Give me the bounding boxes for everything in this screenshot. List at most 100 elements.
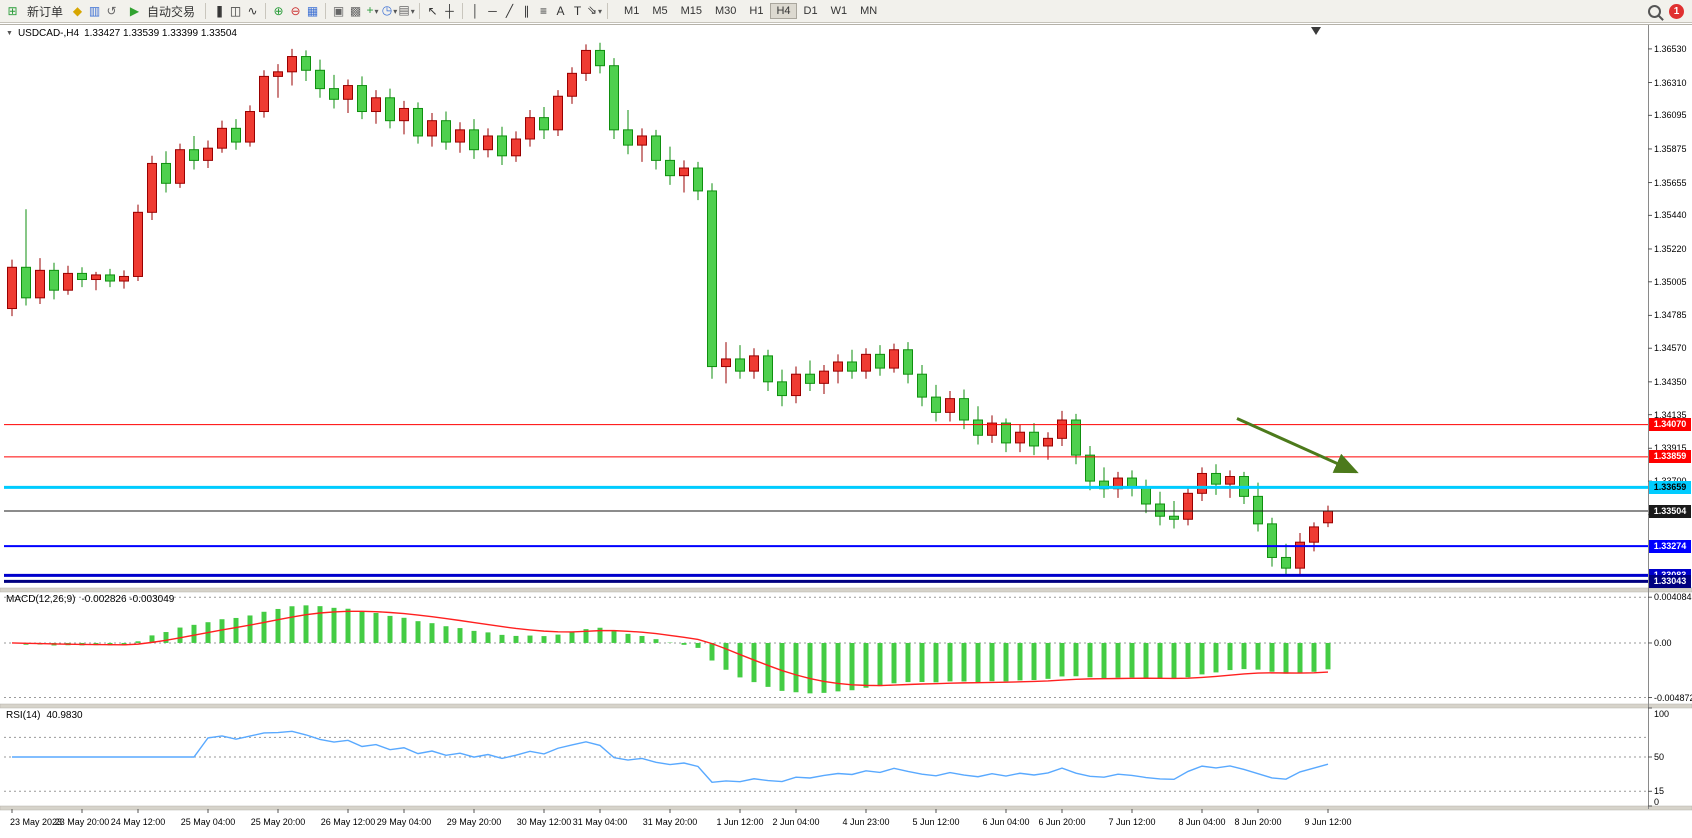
candle-body <box>427 120 437 137</box>
candle-body <box>63 272 73 291</box>
candle-body <box>329 88 339 100</box>
candle-body <box>301 56 311 71</box>
autotrading-button[interactable]: ▶ 自动交易 <box>120 0 201 22</box>
timeframe-button-m15[interactable]: M15 <box>680 5 702 17</box>
candle-body <box>889 349 899 369</box>
candle-body <box>805 373 815 384</box>
candle-body <box>1085 454 1095 482</box>
chart-shift-marker[interactable] <box>1311 27 1321 35</box>
panel-separator[interactable] <box>0 587 1692 593</box>
timeframe-button-m5[interactable]: M5 <box>652 5 668 17</box>
candle-body <box>77 272 87 281</box>
refresh-icon[interactable]: ↺ <box>106 4 117 18</box>
zoom-out-icon[interactable]: ⊖ <box>290 4 301 18</box>
tile-windows-icon[interactable]: ▦ <box>306 4 319 18</box>
candle-body <box>1015 431 1025 444</box>
bar-chart-icon[interactable]: ||| <box>216 4 222 18</box>
periods-icon[interactable]: ◷▾ <box>381 3 398 17</box>
autotrading-label: 自动交易 <box>147 4 196 19</box>
candle-body <box>343 85 353 100</box>
text-tool-icon[interactable]: A <box>556 4 565 18</box>
macd-histogram-layer <box>23 605 1331 694</box>
timeframe-button-w1[interactable]: W1 <box>830 5 848 17</box>
candle-body <box>637 135 647 146</box>
candle-body <box>819 370 829 384</box>
horizontal-line-tool-icon[interactable]: ─ <box>488 4 497 18</box>
candle-body <box>119 275 129 282</box>
candle-body <box>385 97 395 122</box>
candle-body <box>1127 477 1137 488</box>
candle-body <box>1211 472 1221 485</box>
search-icon[interactable] <box>1648 4 1661 18</box>
candle-body <box>315 69 325 90</box>
timeframe-button-m1[interactable]: M1 <box>624 5 640 17</box>
autotrading-play-icon: ▶ <box>129 4 140 18</box>
timeframe-button-d1[interactable]: D1 <box>803 5 818 17</box>
trendline-tool-icon[interactable]: ╱ <box>505 4 514 18</box>
horizontal-lines-layer <box>4 424 1648 583</box>
candle-body <box>903 349 913 375</box>
candle-body <box>1141 486 1151 505</box>
candle-body <box>497 135 507 157</box>
arrange-windows-icon[interactable]: ▣ <box>332 4 345 18</box>
candle-body <box>1267 523 1277 558</box>
candle-body <box>595 49 605 67</box>
candle-body <box>581 49 591 74</box>
trend-arrow-annotation[interactable] <box>1236 417 1359 474</box>
candle-body <box>21 266 31 299</box>
candle-body <box>7 266 17 310</box>
candle-body <box>189 149 199 161</box>
zoom-in-icon[interactable]: ⊕ <box>273 4 284 18</box>
candles-layer <box>7 42 1333 576</box>
candle-body <box>441 120 451 143</box>
cursor-icon[interactable]: ↖ <box>427 4 438 18</box>
candle-body <box>525 117 535 140</box>
text-label-tool-icon[interactable]: T <box>573 4 582 18</box>
candle-body <box>749 355 759 372</box>
toolbar-right-group: 1 <box>1648 3 1688 19</box>
candle-body <box>875 353 885 369</box>
timeframe-button-h4[interactable]: H4 <box>770 3 797 19</box>
candle-body <box>161 162 171 184</box>
candle-body <box>371 97 381 113</box>
timeframe-button-mn[interactable]: MN <box>860 5 878 17</box>
shapes-tool-icon[interactable]: ⇘▾ <box>586 3 603 17</box>
rsi-label-text: RSI(14) <box>6 710 41 721</box>
candle-body <box>273 71 283 77</box>
candle-body <box>917 373 927 398</box>
candle-body <box>413 107 423 137</box>
chart-ohlc-values: 1.33427 1.33539 1.33399 1.33504 <box>84 28 237 39</box>
candle-body <box>1253 495 1263 525</box>
templates-icon[interactable]: ▤▾ <box>398 3 415 17</box>
timeframe-button-h1[interactable]: H1 <box>749 5 764 17</box>
candle-body <box>133 211 143 277</box>
line-chart-icon[interactable]: ∿ <box>247 4 258 18</box>
market-watch-icon[interactable]: ◆ <box>72 4 83 18</box>
vertical-line-tool-icon[interactable]: │ <box>471 4 480 18</box>
new-order-icon[interactable]: ⊞ <box>7 4 18 18</box>
candle-body <box>987 422 997 436</box>
fibonacci-tool-icon[interactable]: ≡ <box>540 4 548 18</box>
candle-body <box>679 167 689 177</box>
candle-body <box>1001 422 1011 444</box>
candle-body <box>245 111 255 143</box>
chart-title: ▼ USDCAD-,H4 1.33427 1.33539 1.33399 1.3… <box>6 28 237 39</box>
channel-tool-icon[interactable]: ∥ <box>523 4 530 18</box>
cascade-windows-icon[interactable]: ▩ <box>349 4 362 18</box>
candle-body <box>1309 526 1319 543</box>
rsi-line <box>12 730 1329 784</box>
candle-body <box>1281 556 1291 569</box>
add-indicator-icon[interactable]: +▾ <box>366 3 379 17</box>
timeframe-button-m30[interactable]: M30 <box>715 5 737 17</box>
new-order-button[interactable]: 新订单 <box>21 2 69 21</box>
candlestick-chart-icon[interactable]: ◫ <box>229 4 242 18</box>
panel-separator[interactable] <box>0 805 1692 811</box>
candle-body <box>1323 510 1333 524</box>
macd-values: -0.002826 -0.003049 <box>81 594 175 605</box>
notification-badge[interactable]: 1 <box>1669 3 1684 19</box>
collapse-chart-icon[interactable]: ▼ <box>6 30 13 37</box>
profiles-icon[interactable]: ▥ <box>88 4 101 18</box>
panel-separator[interactable] <box>0 703 1692 709</box>
crosshair-icon[interactable]: ┼ <box>445 4 454 18</box>
